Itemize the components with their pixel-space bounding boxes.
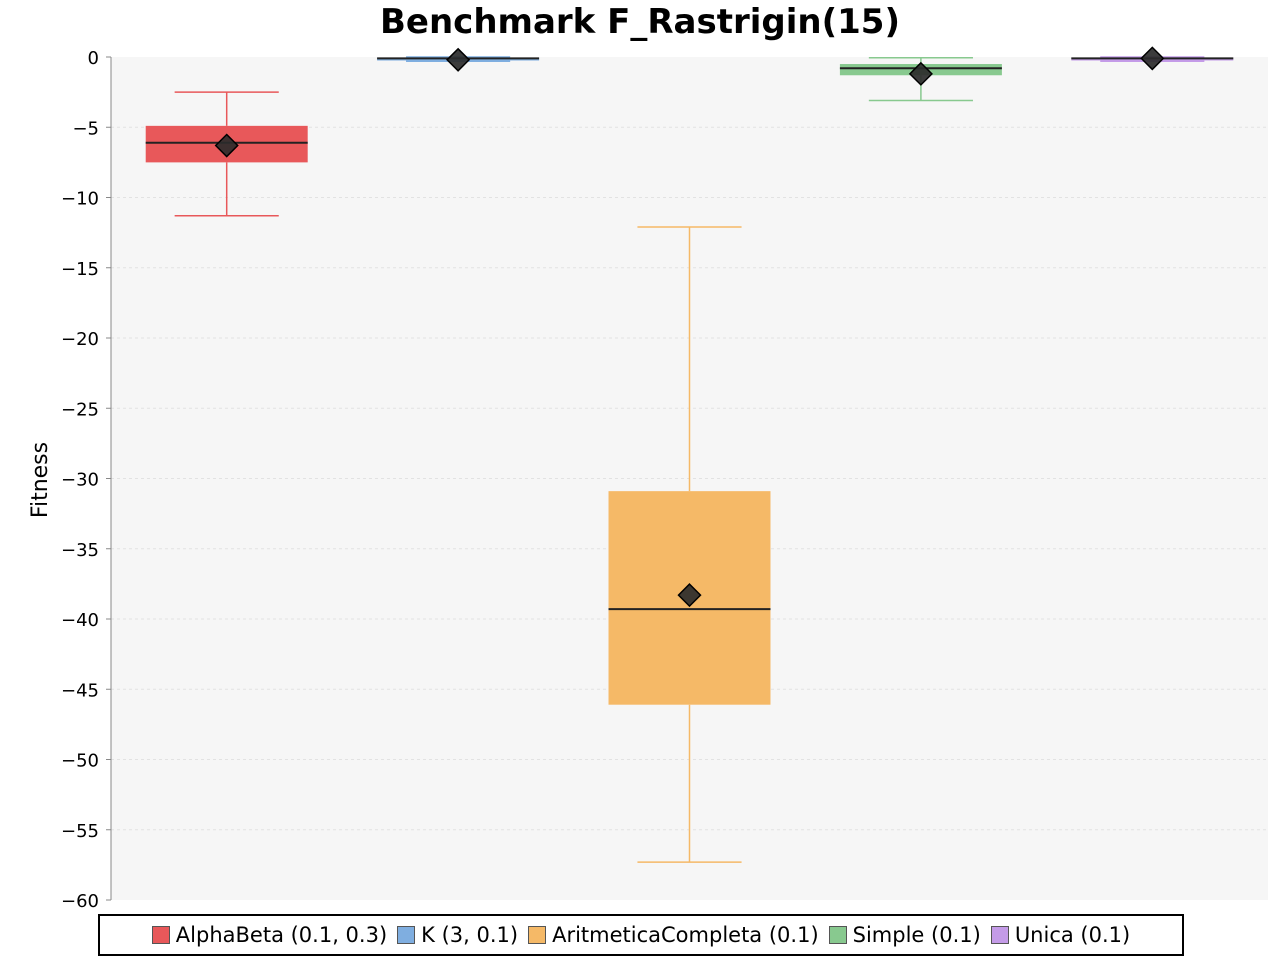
- legend-swatch: [828, 926, 847, 944]
- legend-swatch: [990, 926, 1009, 944]
- chart-title: Benchmark F_Rastrigin(15): [380, 2, 900, 42]
- mean-marker: [214, 133, 239, 158]
- box-2: [608, 226, 771, 863]
- chart-legend: AlphaBeta (0.1, 0.3) K (3, 0.1) Aritmetica…: [98, 914, 1184, 956]
- legend-label: Simple (0.1): [852, 923, 981, 947]
- box-0: [145, 91, 308, 217]
- legend-label: K (3, 0.1): [421, 923, 519, 947]
- y-tick-label: −10: [61, 189, 99, 210]
- box-1: [377, 47, 540, 72]
- legend-swatch: [528, 926, 547, 944]
- legend-item: AlphaBeta (0.1, 0.3): [151, 923, 388, 947]
- legend-item: Unica (0.1): [990, 923, 1131, 947]
- legend-label: AritmeticaCompleta (0.1): [552, 923, 819, 947]
- legend-swatch: [151, 926, 170, 944]
- y-tick-label: −60: [61, 891, 99, 912]
- y-tick-label: −40: [61, 610, 99, 631]
- y-tick-label: −50: [61, 751, 99, 772]
- mean-marker: [908, 61, 933, 86]
- chart-plot: 0 −5 −10 −15 −20 −25 −30 −35 −40 −45 −50 −55 −60 Fit…: [28, 46, 1268, 912]
- legend-item: AritmeticaCompleta (0.1): [528, 923, 819, 947]
- legend-swatch: [397, 926, 416, 944]
- y-tick-label: −20: [61, 329, 99, 350]
- legend-label: Unica (0.1): [1014, 923, 1131, 947]
- legend-item: Simple (0.1): [828, 923, 981, 947]
- y-tick-label: −30: [61, 470, 99, 491]
- y-tick-label: −25: [61, 399, 99, 420]
- box-3: [839, 56, 1002, 102]
- box-series: [145, 46, 1234, 863]
- y-tick-label: 0: [88, 48, 99, 69]
- legend-label: AlphaBeta (0.1, 0.3): [175, 923, 388, 947]
- mean-marker: [1140, 46, 1165, 71]
- box-4: [1071, 46, 1234, 71]
- y-tick-label: −35: [61, 540, 99, 561]
- mean-marker: [677, 583, 702, 608]
- y-tick-label: −45: [61, 680, 99, 701]
- y-tick-label: −5: [72, 118, 99, 139]
- mean-marker: [446, 47, 471, 72]
- y-tick-label: −15: [61, 259, 99, 280]
- y-tick-label: −55: [61, 821, 99, 842]
- legend-item: K (3, 0.1): [397, 923, 518, 947]
- y-axis-label: Fitness: [28, 442, 53, 518]
- y-axis-ticks: 0 −5 −10 −15 −20 −25 −30 −35 −40 −45 −50 −55 −60: [61, 48, 111, 912]
